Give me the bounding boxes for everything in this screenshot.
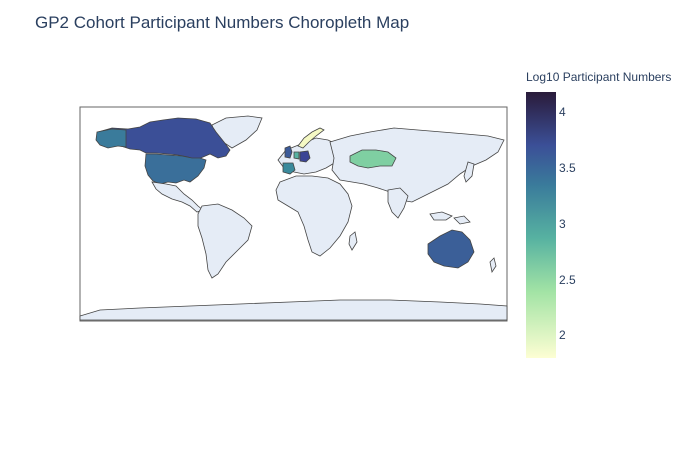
country-kazakhstan[interactable] [349, 149, 397, 169]
country-netherlands[interactable] [293, 151, 300, 160]
country-mexico[interactable] [151, 181, 204, 213]
map-title: GP2 Cohort Participant Numbers Choroplet… [35, 13, 410, 32]
colorbar-tick-3-5: 3.5 [559, 161, 576, 175]
colorbar-title: Log10 Participant Numbers [526, 70, 672, 84]
continent-south-america[interactable] [197, 203, 253, 279]
country-new-zealand[interactable] [489, 257, 497, 274]
map-frame [79, 106, 508, 322]
continent-asia[interactable] [329, 127, 505, 203]
country-madagascar[interactable] [348, 231, 358, 251]
country-canada[interactable] [97, 117, 231, 161]
country-united-states[interactable] [144, 153, 207, 185]
colorbar-tick-4: 4 [559, 105, 566, 119]
colorbar-tick-2-5: 2.5 [559, 273, 576, 287]
colorbar-tick-2: 2 [559, 328, 566, 342]
country-australia[interactable] [427, 229, 475, 269]
continent-antarctica[interactable] [79, 299, 508, 321]
country-united-kingdom[interactable] [284, 145, 293, 159]
country-india[interactable] [387, 187, 409, 219]
continent-africa[interactable] [275, 175, 353, 257]
islands-southeast-asia[interactable] [429, 211, 471, 225]
country-alaska[interactable] [95, 128, 127, 149]
colorbar-gradient [526, 92, 556, 358]
colorbar-tick-3: 3 [559, 217, 566, 231]
country-japan[interactable] [463, 161, 475, 183]
country-spain[interactable] [282, 162, 296, 175]
country-norway[interactable] [297, 127, 325, 149]
country-germany[interactable] [299, 150, 311, 163]
